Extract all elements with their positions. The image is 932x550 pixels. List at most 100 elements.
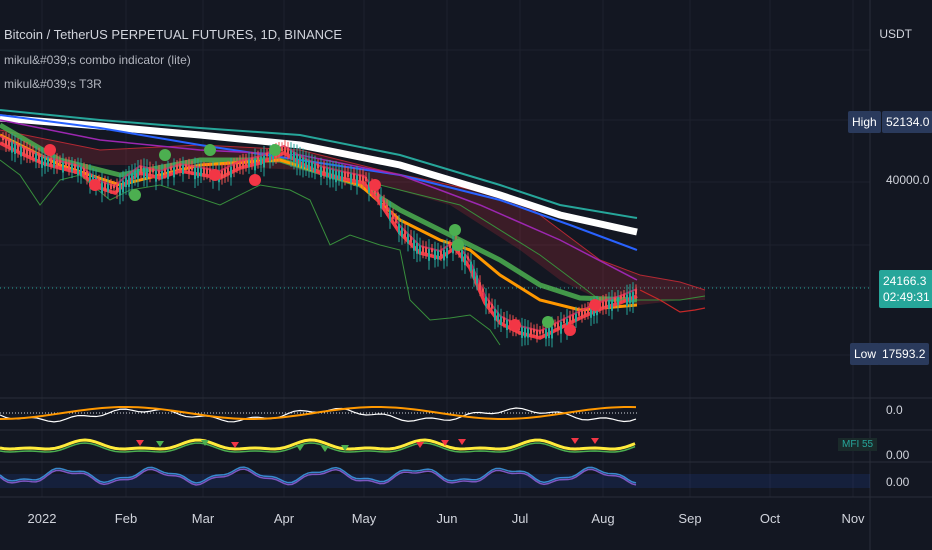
mfi-marker (341, 445, 349, 451)
rsi-line (0, 468, 637, 486)
candle-body (311, 161, 313, 171)
signal-dot (589, 299, 601, 311)
candle-body (74, 164, 76, 169)
candle-body (590, 307, 592, 318)
signal-dot (269, 144, 281, 156)
candle-body (464, 253, 466, 266)
candle-body (329, 168, 331, 180)
candle-body (32, 151, 34, 157)
symbol-title[interactable]: Bitcoin / TetherUS PERPETUAL FUTURES, 1D… (4, 27, 343, 42)
candle-body (356, 175, 358, 187)
candle-body (35, 153, 37, 162)
candle-body (350, 173, 352, 183)
candle-body (344, 172, 346, 180)
indicator-2-legend[interactable]: mikul&#039;s T3R (4, 77, 102, 91)
candle-body (326, 168, 328, 178)
candle-body (206, 168, 208, 174)
candle-body (494, 308, 496, 321)
candle-body (416, 242, 418, 254)
ma-purple (0, 119, 638, 281)
candle-body (539, 330, 541, 334)
candle-body (443, 249, 445, 261)
candle-body (353, 173, 355, 181)
signal-dot (449, 224, 461, 236)
candle-body (230, 166, 232, 178)
candle-body (374, 188, 376, 195)
candle-body (467, 256, 469, 260)
candle-body (197, 167, 199, 178)
osc-line-2 (0, 405, 637, 420)
candle-body (185, 164, 187, 169)
candle-body (452, 243, 454, 254)
candle-body (560, 321, 562, 334)
signal-dot (89, 179, 101, 191)
date-label: May (351, 511, 377, 526)
mfi-marker (156, 441, 164, 447)
rsi-band (0, 474, 870, 488)
candle-body (386, 204, 388, 211)
candle-body (410, 236, 412, 243)
candle-body (548, 327, 550, 339)
candle-body (137, 168, 139, 180)
candle-body (434, 250, 436, 260)
candle-body (404, 230, 406, 238)
bar-countdown: 02:49:31 (883, 290, 930, 304)
date-label: Oct (759, 511, 781, 526)
moving-averages (0, 109, 638, 346)
candle-body (176, 165, 178, 170)
candle-body (269, 152, 271, 162)
candle-body (524, 327, 526, 338)
candle-body (629, 293, 631, 304)
candle-body (53, 159, 55, 168)
candle-body (362, 175, 364, 184)
ma-white (0, 114, 638, 236)
candle-body (506, 319, 508, 331)
currency-label[interactable]: USDT (879, 27, 912, 41)
candle-body (71, 164, 73, 172)
candle-body (194, 167, 196, 180)
candle-body (65, 161, 67, 166)
candle-body (266, 153, 268, 157)
date-label: Feb (114, 511, 138, 526)
candle-body (47, 157, 49, 166)
candle-body (299, 156, 301, 168)
signal-dot (369, 179, 381, 191)
candle-body (575, 313, 577, 322)
candle-body (626, 294, 628, 307)
candle-body (260, 156, 262, 165)
candle-body (131, 173, 133, 184)
candle-body (503, 317, 505, 323)
candle-body (368, 181, 370, 193)
candle-body (533, 328, 535, 333)
candle-body (542, 329, 544, 334)
candle-body (26, 148, 28, 157)
candle-body (173, 167, 175, 178)
candle-body (83, 168, 85, 174)
signal-dot (509, 319, 521, 331)
candle-body (134, 170, 136, 179)
candle-body (179, 164, 181, 171)
candle-body (401, 227, 403, 238)
indicator-1-legend[interactable]: mikul&#039;s combo indicator (lite) (4, 53, 191, 67)
candle-body (41, 156, 43, 168)
signal-dot (564, 324, 576, 336)
candle-body (263, 155, 265, 168)
candle-body (572, 315, 574, 322)
mfi-marker (458, 439, 466, 445)
signal-dot (44, 144, 56, 156)
ma-blue (0, 114, 638, 251)
candle-body (191, 165, 193, 171)
candle-body (407, 233, 409, 244)
candle-body (623, 294, 625, 298)
candle-body (257, 156, 259, 163)
candle-body (440, 250, 442, 256)
candle-body (602, 301, 604, 309)
rsi-line-2 (0, 466, 637, 484)
date-label: Mar (191, 511, 215, 526)
mfi-marker (136, 440, 144, 446)
high-tag-label: High (848, 111, 881, 133)
candle-body (557, 322, 559, 330)
candle-body (125, 177, 127, 188)
